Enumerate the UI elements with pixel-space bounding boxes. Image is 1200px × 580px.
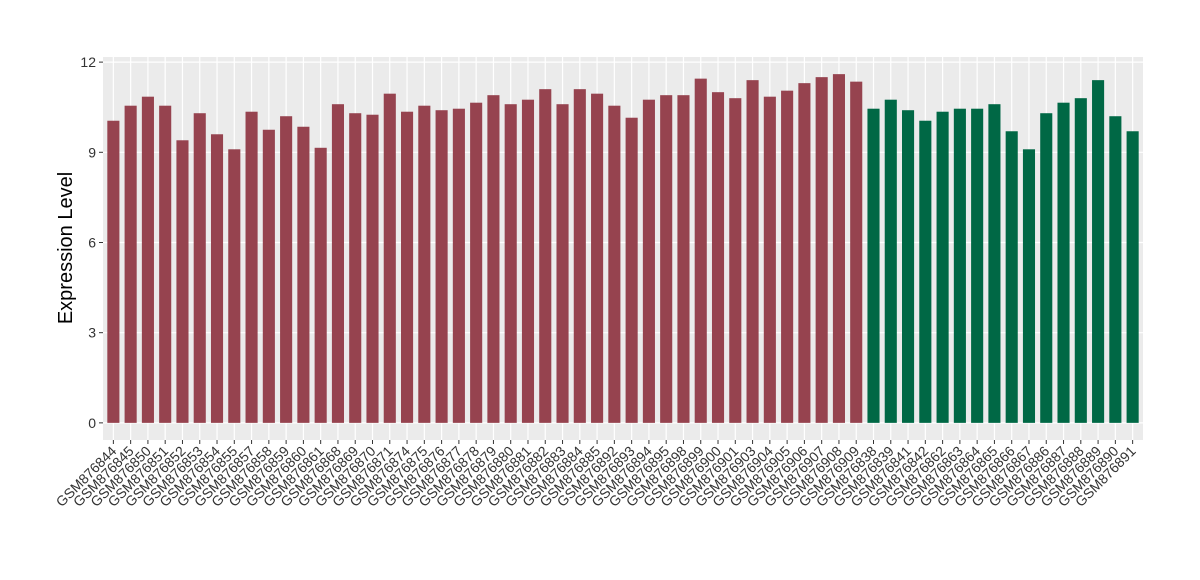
bar (694, 78, 707, 423)
bar (1005, 131, 1018, 423)
bar (971, 108, 984, 423)
y-tick-label: 9 (88, 144, 96, 160)
y-tick-label: 12 (80, 54, 96, 70)
bar (815, 77, 828, 423)
bar (228, 149, 241, 423)
bar (452, 108, 465, 423)
bar (642, 99, 655, 423)
bar (314, 147, 327, 423)
bar (521, 99, 535, 423)
bar (953, 108, 966, 423)
bar (625, 117, 638, 423)
bar (936, 111, 949, 423)
bar (107, 120, 120, 423)
bar (798, 83, 811, 423)
bar (418, 105, 431, 423)
bar (349, 113, 362, 423)
bar (832, 74, 845, 423)
bar (331, 104, 344, 423)
bar (1109, 116, 1122, 423)
bar (988, 104, 1001, 423)
bar (1074, 98, 1087, 423)
bar (504, 104, 517, 423)
bar (435, 110, 448, 423)
y-tick-label: 6 (88, 234, 96, 250)
bar (867, 108, 880, 423)
bar (383, 93, 396, 423)
bar (470, 102, 483, 423)
y-tick-label: 0 (88, 415, 96, 431)
bar (1022, 149, 1036, 423)
bar (902, 110, 915, 423)
bar (193, 113, 206, 423)
bar (729, 98, 742, 423)
bar (245, 111, 258, 423)
bar (781, 90, 794, 423)
bar (280, 116, 293, 423)
bar (262, 129, 275, 423)
bar (366, 114, 379, 423)
bar (763, 96, 776, 423)
bar (210, 134, 224, 423)
bar (850, 81, 863, 423)
bar (919, 120, 932, 423)
bar (176, 140, 189, 423)
bar (884, 99, 897, 423)
bar (573, 89, 586, 423)
bar (746, 80, 759, 423)
bar (556, 104, 569, 423)
bar (1057, 102, 1070, 423)
y-axis-label: Expression Level (55, 172, 77, 324)
bar (608, 105, 621, 423)
y-tick-label: 3 (88, 325, 96, 341)
plot-panel (103, 57, 1143, 440)
bar (124, 105, 137, 423)
bar (159, 105, 172, 423)
bar (141, 96, 154, 423)
bar (1092, 80, 1105, 423)
bar (1126, 131, 1139, 423)
bar (660, 95, 673, 423)
bar (401, 111, 414, 423)
bar (677, 95, 690, 423)
bar (297, 126, 310, 423)
bar (1040, 113, 1053, 423)
bar (711, 92, 725, 423)
bar (487, 95, 500, 423)
bar (591, 93, 604, 423)
bar (539, 89, 552, 423)
